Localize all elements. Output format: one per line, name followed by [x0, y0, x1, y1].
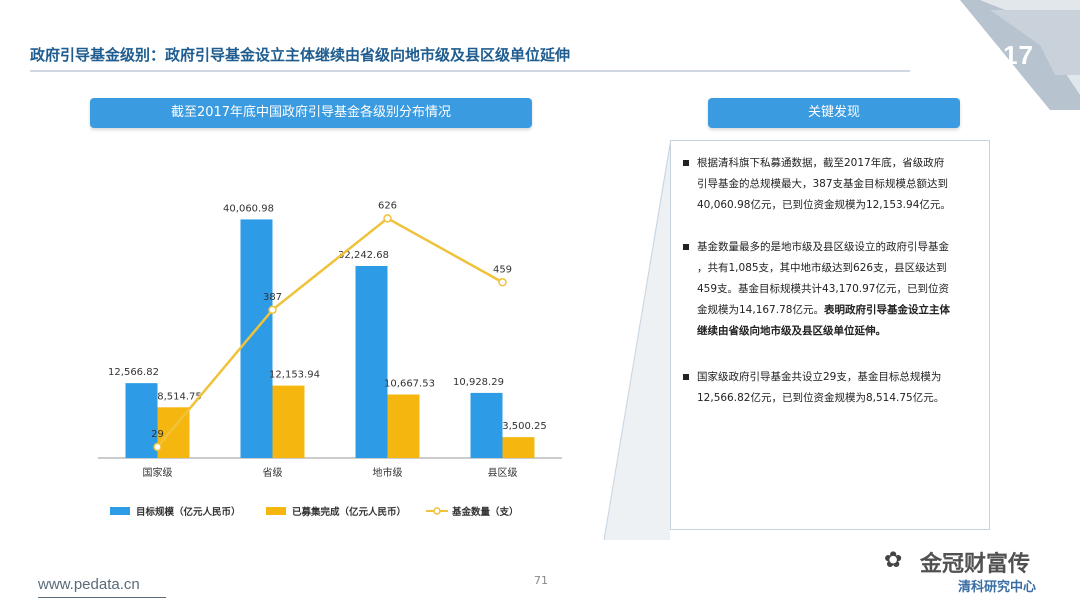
line-point-1	[153, 442, 162, 452]
finding-2-line-2: ，共有1,085支，其中地市级达到626支，县区级达到	[697, 262, 947, 274]
x-tick-label-1: 国家级	[143, 466, 173, 479]
legend-marker-3	[433, 507, 441, 515]
chart-title: 截至2017年底中国政府引导基金各级别分布情况	[90, 98, 532, 128]
data-label-completed-1: 8,514.75	[157, 391, 202, 402]
finding-1-line-2: 引导基金的总规模最大，387支基金目标规模总额达到	[697, 178, 949, 190]
data-label-completed-2: 12,153.94	[269, 370, 320, 381]
corner-decoration	[960, 0, 1080, 110]
finding-item-2: 基金数量最多的是地市级及县区级设立的政府引导基金 ，共有1,085支，其中地市级…	[683, 237, 979, 342]
finding-2-line-4: 金规模为14,167.78亿元。	[697, 304, 824, 316]
data-label-target-2: 40,060.98	[223, 203, 274, 214]
finding-1-line-1: 根据清科旗下私募通数据，截至2017年底，省级政府	[697, 157, 945, 169]
bullet-square-icon	[683, 160, 689, 166]
bar-target-1	[125, 383, 158, 458]
bullet-square-icon	[683, 244, 689, 250]
finding-item-3: 国家级政府引导基金共设立29支，基金目标总规模为 12,566.82亿元，已到位…	[683, 367, 979, 409]
year-badge: 2017	[972, 40, 1034, 70]
watermark-text: 金冠财富传	[920, 552, 1031, 577]
bullet-square-icon	[683, 374, 689, 380]
x-tick-label-3: 地市级	[373, 466, 403, 479]
bar-target-4	[470, 392, 503, 458]
bar-line-chart: 12,566.82 8,514.75 国家级 40,060.98 12,153.94 省级…	[98, 200, 562, 518]
footer-url: www.pedata.cn	[38, 576, 140, 593]
bar-completed-2	[272, 385, 305, 458]
data-label-target-3: 32,242.68	[338, 250, 389, 261]
line-point-3	[383, 214, 392, 223]
line-point-2	[268, 305, 277, 315]
finding-2-bold-1: 表明政府引导基金设立主体	[823, 304, 950, 316]
data-label-target-4: 10,928.29	[453, 377, 504, 388]
line-label-3: 626	[378, 200, 397, 211]
footer-underline	[38, 597, 166, 598]
title-divider	[30, 70, 910, 72]
watermark-subtext: 清科研究中心	[958, 580, 1037, 595]
line-label-1: 29	[151, 429, 164, 440]
legend-label-2: 已募集完成（亿元人民币）	[292, 506, 406, 518]
line-point-4	[498, 278, 507, 287]
bar-target-3	[355, 265, 388, 458]
data-label-completed-4: 3,500.25	[502, 421, 547, 432]
legend-label-3: 基金数量（支）	[451, 506, 519, 518]
finding-2-line-1: 基金数量最多的是地市级及县区级设立的政府引导基金	[697, 241, 949, 253]
finding-item-1: 根据清科旗下私募通数据，截至2017年底，省级政府 引导基金的总规模最大，387…	[683, 153, 979, 216]
finding-3-line-2: 12,566.82亿元，已到位资金规模为8,514.75亿元。	[697, 392, 945, 404]
bar-completed-3	[387, 394, 420, 458]
data-label-target-1: 12,566.82	[108, 367, 159, 378]
x-tick-label-2: 省级	[263, 466, 283, 479]
findings-header: 关键发现	[708, 98, 960, 128]
bar-target-2	[240, 219, 273, 458]
page-title: 政府引导基金级别：政府引导基金设立主体继续由省级向地市级及县区级单位延伸	[30, 46, 571, 64]
wechat-icon: ✿	[884, 548, 903, 573]
line-label-2: 387	[263, 292, 282, 303]
page-number: 71	[534, 574, 548, 587]
arrow-decoration	[603, 140, 671, 540]
finding-1-line-3: 40,060.98亿元，已到位资金规模为12,153.94亿元。	[697, 199, 951, 211]
data-label-completed-3: 10,667.53	[384, 378, 435, 389]
finding-2-line-3: 459支。基金目标规模共计43,170.97亿元，已到位资	[697, 283, 949, 295]
bar-completed-4	[502, 437, 535, 458]
legend-label-1: 目标规模（亿元人民币）	[136, 506, 241, 518]
finding-3-line-1: 国家级政府引导基金共设立29支，基金目标总规模为	[697, 371, 942, 383]
legend-swatch-2	[266, 507, 286, 515]
legend-swatch-1	[110, 507, 130, 515]
line-fund-count	[156, 216, 504, 448]
x-tick-label-4: 县区级	[488, 467, 518, 479]
line-label-4: 459	[493, 264, 512, 275]
finding-2-bold-2: 继续由省级向地市级及县区级单位延伸。	[697, 325, 886, 337]
findings-panel: 根据清科旗下私募通数据，截至2017年底，省级政府 引导基金的总规模最大，387…	[670, 140, 990, 530]
